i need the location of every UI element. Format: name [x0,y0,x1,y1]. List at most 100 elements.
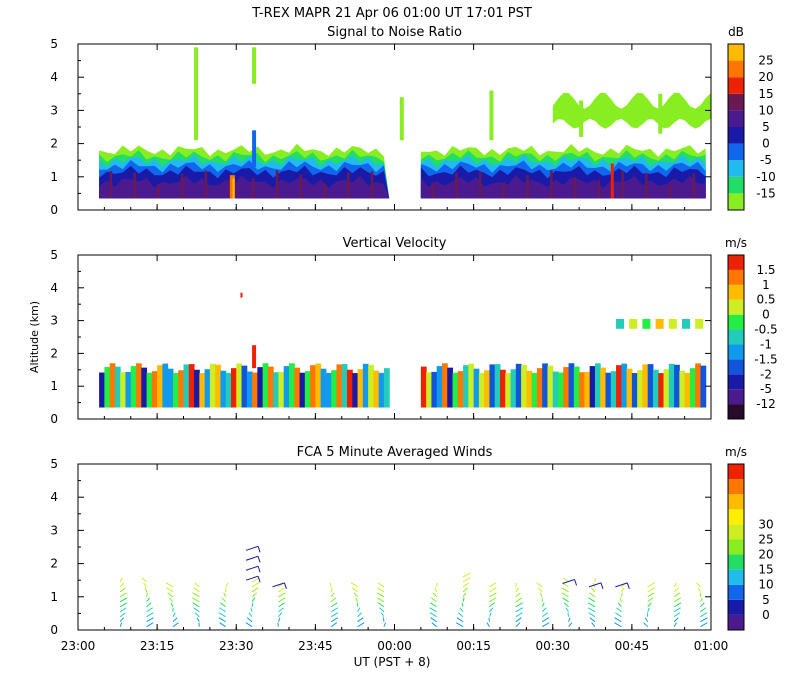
wind-barb [462,577,471,583]
wind-barb [277,622,279,627]
vv-column [515,363,522,408]
wind-barb [462,587,469,593]
wind-barb [587,607,596,613]
wind-barb [376,597,385,603]
vv-column [215,364,221,408]
vv-column [373,370,380,408]
colorbar-swatch [728,299,744,315]
vv-column [663,369,670,408]
wind-barb [462,597,465,602]
vv-column [610,371,617,408]
vv-column [136,363,142,408]
wind-barb [673,597,682,603]
panel-winds: FCA 5 Minute Averaged Winds 0 1 2 3 4 5 23:00 23… [50,445,773,653]
wind-barb [383,622,386,627]
vv-column [631,373,638,408]
vv-column [236,363,243,408]
wind-barb [429,607,437,613]
colorbar-swatch [728,110,744,127]
wind-barb [461,602,464,607]
vv-column [489,364,496,408]
colorbar-label: 20 [758,548,773,562]
colorbar-swatch [728,509,744,525]
vv-column [436,366,443,408]
vv-column [178,370,184,408]
snr-streak [228,178,231,199]
colorbar-label: 25 [758,54,773,68]
vv-column [463,365,469,408]
wind-barb [489,602,495,608]
colorbar-label: 25 [758,532,773,546]
vv-column [510,369,517,408]
vv-column [283,366,290,408]
wind-barb [330,612,339,618]
colorbar-swatch [728,554,744,570]
vv-column [246,371,253,408]
wind-barb [486,622,490,627]
vv-column [225,372,232,408]
wind-barb [146,592,149,597]
colorbar-frame [727,43,745,211]
vv-column [558,372,564,408]
snr-layer-cloud [552,92,711,129]
wind-barb [251,597,256,603]
colorbar-label: 10 [758,578,773,592]
plot-frame [77,463,712,631]
vv-column [336,364,343,408]
wind-barb-high [257,546,261,553]
vv-column [637,370,643,408]
vv-column [325,373,332,408]
y-tick-label: 0 [50,203,58,217]
wind-barb [620,587,625,593]
wind-barb [357,622,365,628]
vv-column [700,365,707,408]
wind-barb [223,592,227,598]
wind-barb [172,622,179,628]
colorbar-label: 20 [758,70,773,84]
colorbar-frame [727,463,745,631]
colorbar-swatch [728,93,744,111]
x-tick-label: 00:15 [456,639,491,653]
colorbar-swatch [728,569,744,585]
y-tick-label: 5 [50,457,58,471]
wind-barb [614,617,622,623]
vv-column [674,364,680,408]
colorbar-swatch [728,464,744,480]
vv-column [310,365,316,408]
x-tick-label: 01:00 [694,639,729,653]
wind-barb [489,592,497,598]
colorbar-unit: m/s [725,445,747,459]
colorbar-label: 0 [762,137,770,151]
snr-strong-echo [232,178,235,199]
wind-barb [193,607,200,613]
wind-barb [515,602,523,608]
wind-barb [168,597,174,603]
vv-column [294,367,301,408]
wind-barb [541,617,550,623]
wind-barb [141,577,147,583]
wind-barb [515,597,523,603]
snr-streak [621,170,624,199]
vv-column [468,363,475,408]
vv-column [652,369,659,408]
wind-barb [541,622,550,628]
x-tick-label: 00:30 [535,639,570,653]
wind-barb [192,602,200,608]
wind-barb [647,587,655,593]
snr-tower [252,130,257,167]
wind-barb [330,602,338,608]
snr-streak [299,174,303,199]
snr-streak [275,170,279,199]
vv-column [262,363,269,408]
colorbar-swatch [728,524,744,540]
y-tick-label: 5 [50,37,58,51]
vv-column [500,369,506,408]
wind-barb [673,622,677,627]
wind-barb [541,607,547,613]
vv-column [457,371,464,408]
wind-barb [143,582,147,588]
vv-column [183,364,190,408]
snr-streak [370,171,374,199]
x-axis-label: UT (PST + 8) [354,655,431,669]
